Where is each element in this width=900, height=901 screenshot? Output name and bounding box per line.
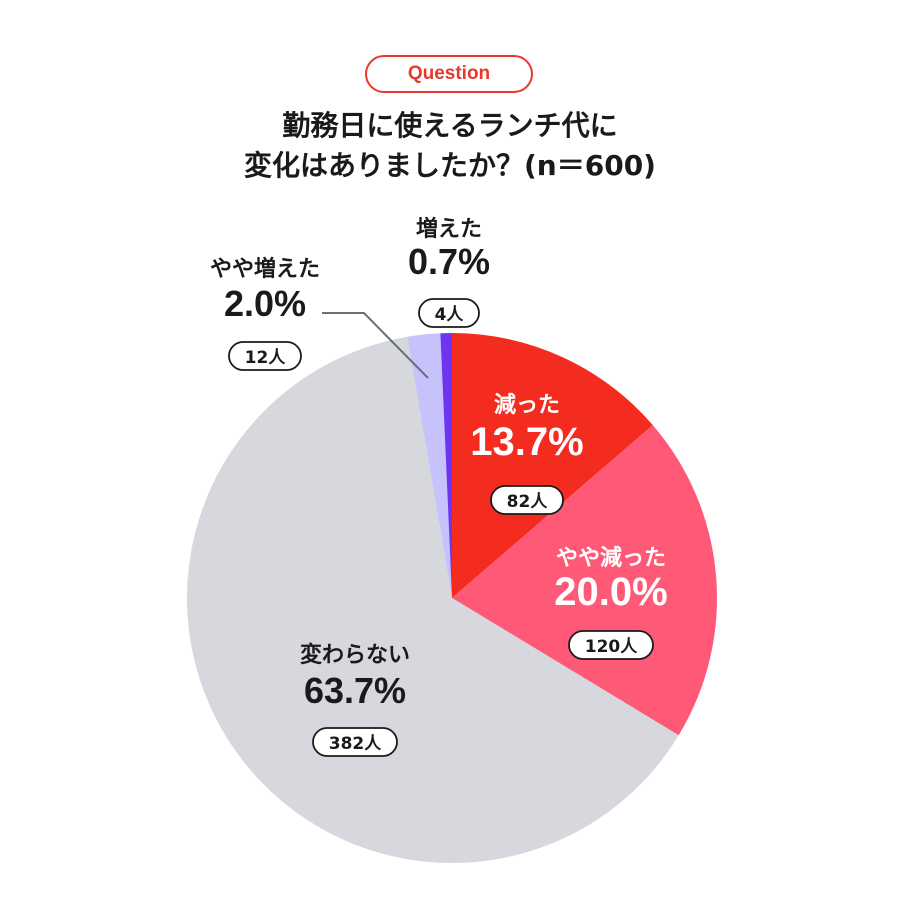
label-slightly-increased: やや増えた [210,256,320,282]
slice-slightly-increased [407,333,452,598]
count-slightly-increased: 12人 [245,348,287,368]
count-slightly-decreased: 120人 [585,637,638,657]
chart-title-line1: 勤務日に使えるランチ代に [282,109,618,142]
leader-line-slightly-increased [322,312,429,379]
percent-unchanged: 63.7% [304,670,406,711]
percent-slightly-decreased: 20.0% [554,570,667,614]
count-pill-increased [418,298,480,328]
label-decreased: 減った [494,393,560,418]
pie-slices [186,333,717,864]
percent-slightly-increased: 2.0% [224,283,306,324]
count-increased: 4人 [435,305,465,325]
percent-decreased: 13.7% [470,420,583,464]
label-increased: 増えた [416,216,482,242]
label-unchanged: 変わらない [300,642,410,668]
slice-decreased [452,333,653,598]
count-pill-unchanged [312,727,398,757]
count-pill-slightly-increased [228,341,302,371]
slice-increased [440,333,452,598]
question-badge: Question [365,55,533,93]
count-pill-decreased [490,485,564,515]
count-unchanged: 382人 [329,734,382,754]
percent-increased: 0.7% [408,241,490,282]
label-slightly-decreased: やや減った [556,546,666,571]
slice-unchanged [186,336,679,864]
count-pill-slightly-decreased [568,630,654,660]
slice-slightly-decreased [452,425,717,736]
chart-title-line2: 変化はありましたか？(n＝600) [244,149,656,182]
count-decreased: 82人 [507,492,549,512]
